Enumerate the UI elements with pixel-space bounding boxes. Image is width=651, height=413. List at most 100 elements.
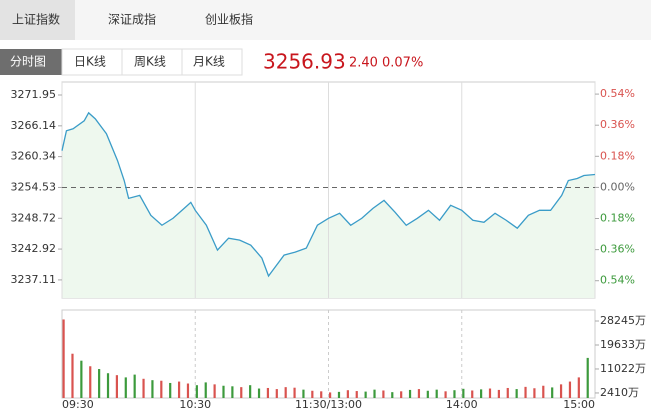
change: 2.40 bbox=[349, 56, 378, 71]
y-tick-label: 3242.92 bbox=[11, 242, 57, 255]
volume-bar bbox=[311, 390, 314, 398]
volume-bar bbox=[408, 389, 412, 398]
volume-bar bbox=[568, 381, 572, 398]
volume-bar bbox=[391, 392, 394, 398]
volume-bar bbox=[186, 383, 190, 398]
chart-tab[interactable]: 分时图 bbox=[10, 55, 46, 69]
y2-tick-label: 0.54% bbox=[600, 87, 635, 100]
y-tick-label: 3260.34 bbox=[11, 150, 57, 163]
chart-tab[interactable]: 月K线 bbox=[193, 55, 225, 69]
volume-bar bbox=[435, 389, 438, 398]
volume-bar bbox=[355, 391, 358, 398]
volume-bar bbox=[115, 375, 118, 398]
volume-bar bbox=[577, 377, 580, 398]
volume-bar bbox=[337, 391, 341, 398]
volume-bar bbox=[488, 388, 492, 398]
y-tick-label: 3271.95 bbox=[11, 88, 57, 101]
y2-tick-label: 0.18% bbox=[600, 212, 635, 225]
y2-tick-label: 0.54% bbox=[600, 274, 635, 287]
tab-selected bbox=[0, 0, 75, 40]
volume-bar bbox=[346, 390, 349, 398]
volume-bar bbox=[542, 385, 545, 398]
price-line bbox=[61, 111, 596, 278]
volume-bar bbox=[329, 392, 332, 398]
volume-bar bbox=[249, 385, 252, 398]
tab[interactable]: 创业板指 bbox=[205, 12, 253, 27]
volume-bar bbox=[400, 391, 403, 398]
volume-bar bbox=[559, 384, 563, 398]
y2-tick-label: 0.36% bbox=[600, 243, 635, 256]
volume-bar bbox=[302, 389, 305, 398]
volume-bar bbox=[266, 387, 270, 398]
x-tick-label: 15:00 bbox=[563, 398, 595, 411]
volume-bar bbox=[195, 385, 198, 398]
volume-bar bbox=[204, 382, 207, 398]
tab-bar bbox=[0, 0, 651, 40]
chart-tab-group bbox=[61, 48, 243, 76]
volume-bar bbox=[293, 387, 296, 398]
x-tick-label: 10:30 bbox=[179, 398, 211, 411]
y-tick-label: 19633万 bbox=[600, 338, 646, 351]
volume-bar bbox=[284, 387, 287, 398]
volume-bar bbox=[133, 374, 136, 398]
volume-bar bbox=[151, 380, 154, 398]
y-tick-label: 3237.11 bbox=[11, 273, 57, 286]
volume-bar bbox=[453, 390, 456, 398]
y-tick-label: 28245万 bbox=[600, 314, 646, 327]
volume-bar bbox=[382, 390, 385, 398]
price: 3256.93 bbox=[263, 50, 346, 74]
volume-bar bbox=[364, 391, 367, 398]
y-tick-label: 3248.72 bbox=[11, 211, 57, 224]
volume-bar bbox=[524, 386, 527, 398]
volume-bar bbox=[106, 373, 110, 398]
volume-bar bbox=[160, 380, 163, 398]
y2-tick-label: 0.00% bbox=[600, 180, 635, 193]
y-tick-label: 2410万 bbox=[600, 386, 639, 399]
volume-bar bbox=[222, 385, 225, 398]
volume-bar bbox=[142, 378, 145, 398]
chart-tab-selected bbox=[0, 49, 62, 75]
volume-bar bbox=[275, 389, 278, 398]
volume-bar bbox=[71, 353, 74, 398]
volume-bar bbox=[417, 389, 421, 398]
volume-bar bbox=[426, 390, 429, 398]
volume-bar bbox=[471, 390, 474, 398]
volume-bar bbox=[497, 389, 500, 398]
volume-bar bbox=[231, 386, 234, 398]
x-tick-label: 14:00 bbox=[446, 398, 478, 411]
volume-bar bbox=[169, 382, 172, 398]
chart-tab[interactable]: 周K线 bbox=[134, 55, 166, 69]
volume-bar bbox=[89, 366, 92, 398]
volume-bar bbox=[462, 388, 465, 398]
volume-bar bbox=[98, 369, 101, 398]
tab[interactable]: 深证成指 bbox=[108, 12, 156, 27]
volume-bar bbox=[551, 387, 554, 398]
tab[interactable]: 上证指数 bbox=[12, 12, 60, 27]
y2-tick-label: 0.36% bbox=[600, 118, 635, 131]
x-tick-label: 11:30/13:00 bbox=[295, 398, 362, 411]
x-tick-label: 09:30 bbox=[62, 398, 94, 411]
volume-bar bbox=[586, 357, 589, 398]
volume-bar bbox=[257, 388, 261, 398]
volume-bar bbox=[177, 381, 181, 398]
volume-bar bbox=[320, 391, 323, 398]
volume-bar bbox=[240, 387, 243, 398]
y-tick-label: 11022万 bbox=[600, 362, 646, 375]
volume-bar bbox=[533, 388, 536, 398]
y-tick-label: 3266.14 bbox=[11, 119, 57, 132]
change-pct: 0.07% bbox=[382, 56, 423, 71]
volume-bar bbox=[124, 377, 127, 398]
volume-bar bbox=[480, 389, 483, 398]
chart-tab[interactable]: 日K线 bbox=[74, 55, 106, 69]
volume-bar bbox=[80, 360, 83, 398]
volume-bar bbox=[506, 387, 509, 398]
y2-tick-label: 0.18% bbox=[600, 149, 635, 162]
y-tick-label: 3254.53 bbox=[11, 180, 57, 193]
volume-bar bbox=[373, 389, 376, 398]
volume-bar bbox=[515, 389, 518, 398]
volume-bar bbox=[213, 384, 216, 398]
volume-bar bbox=[444, 391, 447, 398]
volume-bar bbox=[62, 319, 65, 398]
